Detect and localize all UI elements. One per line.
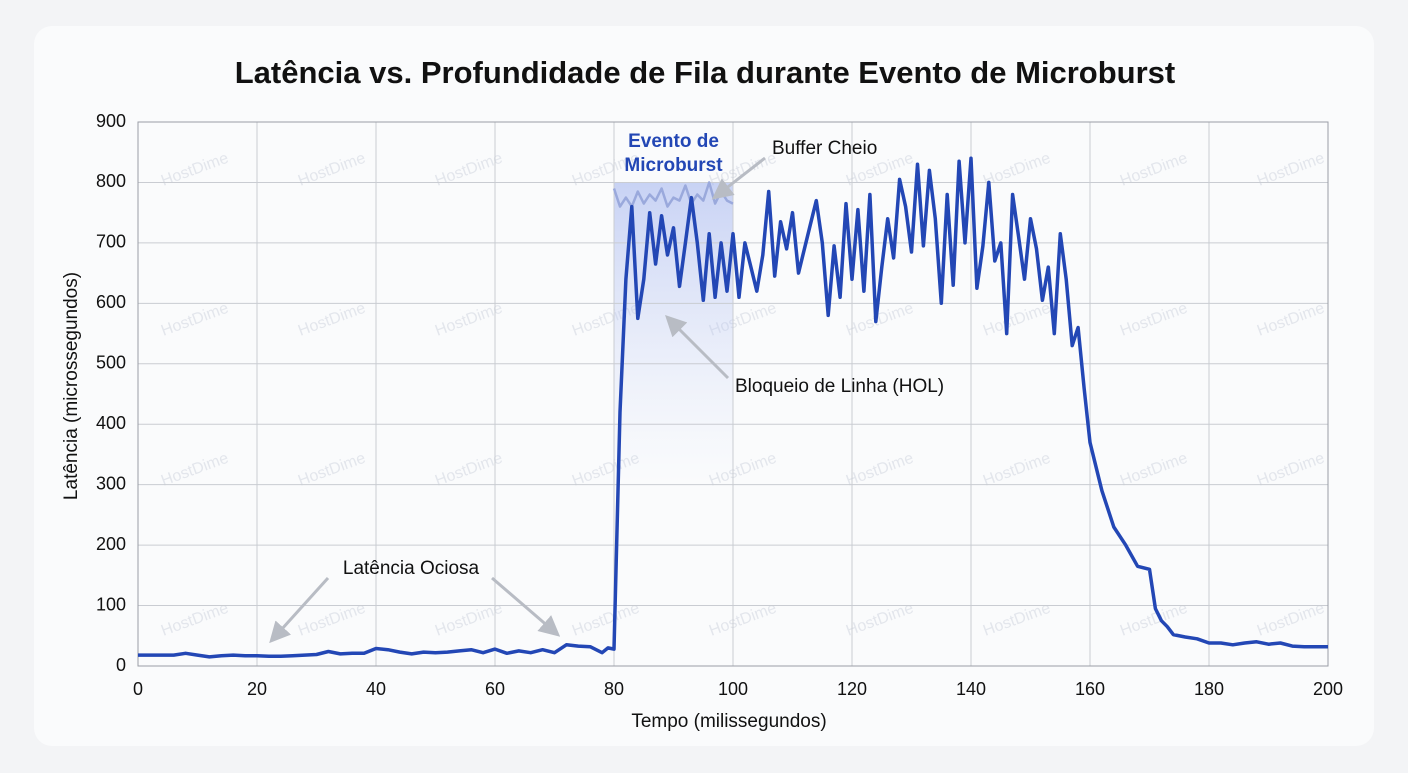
annotation-arrow <box>269 576 330 644</box>
y-tick-label: 0 <box>116 655 126 675</box>
x-tick-label: 80 <box>604 679 624 699</box>
plot-frame <box>137 121 1329 667</box>
annotation: Latência Ociosa <box>343 558 480 579</box>
x-tick-label: 0 <box>133 679 143 699</box>
x-tick-label: 100 <box>718 679 748 699</box>
y-tick-label: 500 <box>96 353 126 373</box>
y-tick-label: 900 <box>96 111 126 131</box>
annotation: Buffer Cheio <box>772 138 877 159</box>
data-line <box>138 156 1328 659</box>
x-tick-label: 140 <box>956 679 986 699</box>
annotation: Bloqueio de Linha (HOL) <box>735 376 944 397</box>
y-tick-label: 300 <box>96 473 126 493</box>
x-tick-label: 200 <box>1313 679 1343 699</box>
x-tick-label: 120 <box>837 679 867 699</box>
x-tick-label: 180 <box>1194 679 1224 699</box>
x-tick-label: 20 <box>247 679 267 699</box>
chart-title: Latência vs. Profundidade de Fila durant… <box>235 55 1176 90</box>
y-tick-label: 400 <box>96 413 126 433</box>
x-tick-label: 160 <box>1075 679 1105 699</box>
highlight-label: Microburst <box>624 155 723 176</box>
x-tick-label: 60 <box>485 679 505 699</box>
y-tick-label: 100 <box>96 594 126 614</box>
y-tick-label: 600 <box>96 292 126 312</box>
y-tick-label: 800 <box>96 171 126 191</box>
y-tick-label: 700 <box>96 232 126 252</box>
x-axis-label: Tempo (milissegundos) <box>631 711 826 732</box>
x-tick-label: 40 <box>366 679 386 699</box>
annotation-arrow <box>711 156 766 200</box>
highlight-label: Evento de <box>628 131 719 152</box>
y-tick-label: 200 <box>96 534 126 554</box>
annotation-arrow <box>491 576 561 637</box>
y-axis-label: Latência (microssegundos) <box>61 272 82 500</box>
annotation-arrow <box>665 315 730 380</box>
